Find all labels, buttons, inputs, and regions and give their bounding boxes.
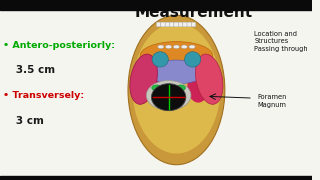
Ellipse shape	[128, 15, 225, 165]
Ellipse shape	[151, 84, 186, 111]
FancyBboxPatch shape	[170, 22, 174, 27]
Bar	[0, 0, 312, 10]
Ellipse shape	[148, 60, 205, 84]
Text: Location and
Structures
Passing through: Location and Structures Passing through	[254, 31, 308, 52]
Ellipse shape	[146, 81, 191, 110]
Ellipse shape	[196, 54, 223, 104]
Text: 3 cm: 3 cm	[5, 116, 44, 126]
Ellipse shape	[140, 42, 213, 70]
Ellipse shape	[152, 52, 168, 67]
Ellipse shape	[144, 70, 165, 103]
FancyBboxPatch shape	[183, 22, 187, 27]
Circle shape	[165, 45, 172, 49]
Text: Measurement: Measurement	[134, 5, 253, 20]
Circle shape	[158, 45, 164, 49]
Ellipse shape	[132, 23, 220, 154]
FancyBboxPatch shape	[161, 22, 165, 27]
Circle shape	[175, 85, 186, 91]
Ellipse shape	[130, 54, 157, 104]
Text: • Transversely:: • Transversely:	[3, 91, 84, 100]
FancyBboxPatch shape	[178, 22, 183, 27]
FancyBboxPatch shape	[165, 22, 170, 27]
Text: Foramen
Magnum: Foramen Magnum	[258, 94, 287, 108]
Text: 3.5 cm: 3.5 cm	[5, 65, 55, 75]
Ellipse shape	[187, 70, 209, 103]
FancyBboxPatch shape	[187, 22, 191, 27]
Circle shape	[181, 45, 187, 49]
Circle shape	[189, 45, 195, 49]
FancyBboxPatch shape	[191, 22, 196, 27]
Circle shape	[152, 85, 162, 91]
Circle shape	[173, 45, 180, 49]
FancyBboxPatch shape	[174, 22, 178, 27]
Ellipse shape	[185, 52, 201, 67]
Text: • Antero-posteriorly:: • Antero-posteriorly:	[3, 40, 115, 50]
Bar	[0, 176, 312, 180]
FancyBboxPatch shape	[156, 22, 161, 27]
